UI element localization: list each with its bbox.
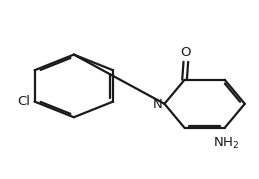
Text: Cl: Cl: [17, 95, 30, 108]
Text: O: O: [181, 46, 191, 59]
Text: N: N: [153, 98, 162, 111]
Text: NH$_2$: NH$_2$: [213, 136, 239, 151]
